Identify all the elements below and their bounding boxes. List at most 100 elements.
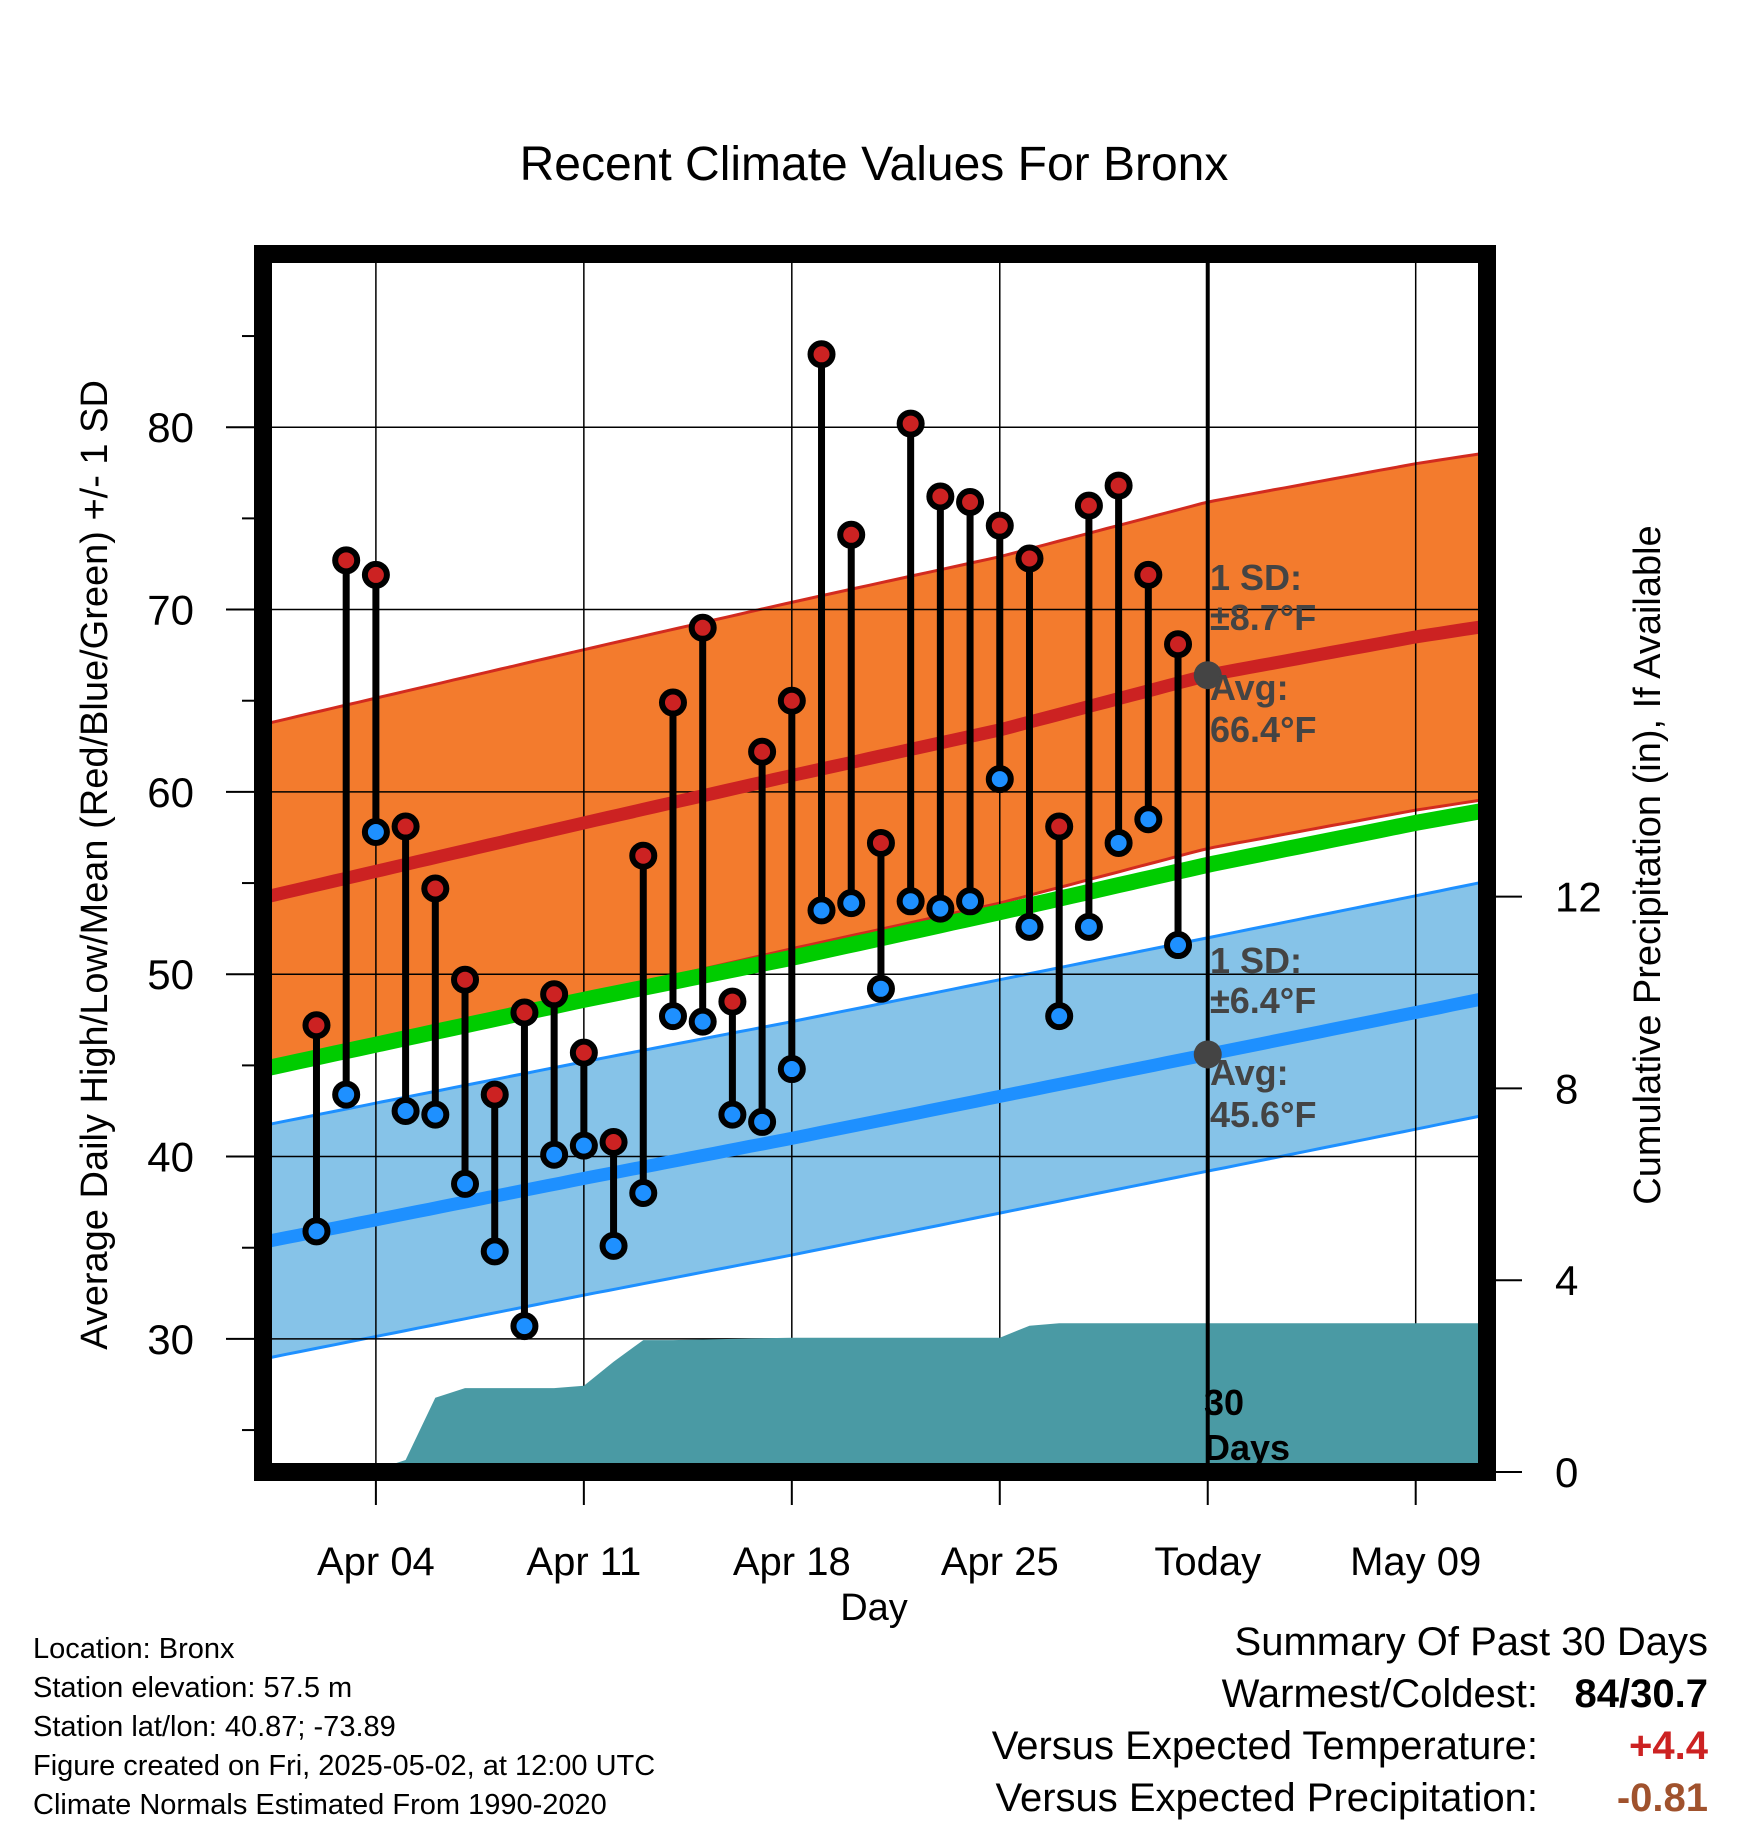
normal-high-line xyxy=(263,619,1487,904)
y-tick-label: 50 xyxy=(147,951,194,998)
y2-tick-label: 8 xyxy=(1555,1065,1578,1112)
observed-high-point xyxy=(1074,491,1103,520)
observed-low-point xyxy=(926,894,955,923)
y2-axis-label: Cumulative Precipitation (in), If Availa… xyxy=(1627,525,1669,1204)
observed-low-point xyxy=(451,1169,480,1198)
period-label: 30 Days xyxy=(1204,1382,1290,1468)
observed-low-point xyxy=(1074,912,1103,941)
period-number: 30 xyxy=(1204,1382,1244,1423)
normals-text: Climate Normals Estimated From 1990-2020 xyxy=(33,1789,607,1821)
summary-temp-anomaly: Versus Expected Temperature: +4.4 xyxy=(992,1724,1708,1769)
observed-high-point xyxy=(510,998,539,1027)
observed-low-point xyxy=(777,1055,806,1084)
temp-anomaly-value: +4.4 xyxy=(1629,1724,1708,1768)
observed-low-point xyxy=(510,1312,539,1341)
x-tick-label: Today xyxy=(1154,1540,1261,1584)
observed-high-point xyxy=(1104,471,1133,500)
observed-low-point xyxy=(629,1179,658,1208)
y-tick-label: 70 xyxy=(147,587,194,634)
observed-high-point xyxy=(391,812,420,841)
x-axis-label: Day xyxy=(840,1587,908,1629)
observed-low-point xyxy=(1164,931,1193,960)
observed-low-point xyxy=(540,1140,569,1169)
observed-low-point xyxy=(421,1100,450,1129)
observed-high-point xyxy=(807,340,836,369)
observed-low-point xyxy=(985,765,1014,794)
y-axis: 30 40 50 60 70 80 xyxy=(147,335,254,1432)
observed-high-point xyxy=(421,874,450,903)
temp-anomaly-label: Versus Expected Temperature: xyxy=(991,1724,1538,1768)
observed-high-point xyxy=(361,560,390,589)
observed-high-point xyxy=(629,841,658,870)
location-text: Location: Bronx xyxy=(33,1633,235,1665)
high-avg-today-marker xyxy=(1193,661,1222,690)
observed-high-point xyxy=(599,1127,628,1156)
plot-frame xyxy=(254,245,1496,1481)
y2-tick-label: 4 xyxy=(1555,1257,1578,1304)
precip-anomaly-value: -0.81 xyxy=(1616,1776,1708,1820)
observed-low-point xyxy=(391,1096,420,1125)
observed-high-point xyxy=(480,1080,509,1109)
observed-high-point xyxy=(1015,544,1044,573)
y-tick-label: 60 xyxy=(147,769,194,816)
observed-high-point xyxy=(1134,560,1163,589)
x-tick-label: Apr 25 xyxy=(941,1540,1059,1584)
low-sd-value: ±6.4°F xyxy=(1210,980,1316,1021)
observed-low-point xyxy=(361,818,390,847)
observed-low-point xyxy=(688,1007,717,1036)
observed-low-point xyxy=(569,1131,598,1160)
y2-axis: 0 4 8 12 xyxy=(1496,874,1602,1496)
observed-high-point xyxy=(1045,812,1074,841)
x-tick-label: Apr 11 xyxy=(526,1540,641,1584)
y-tick-label: 30 xyxy=(147,1316,194,1363)
observed-low-point xyxy=(866,974,895,1003)
warmest-coldest-value: 84/30.7 xyxy=(1574,1672,1708,1716)
y-axis-label: Average Daily High/Low/Mean (Red/Blue/Gr… xyxy=(74,380,116,1350)
summary-warmest-coldest: Warmest/Coldest: 84/30.7 xyxy=(1222,1672,1708,1717)
low-avg-label: Avg: xyxy=(1210,1052,1289,1093)
observed-low-point xyxy=(1045,1002,1074,1031)
observed-high-point xyxy=(777,686,806,715)
observed-low-point xyxy=(480,1237,509,1266)
y-tick-label: 80 xyxy=(147,404,194,451)
low-sd-label: 1 SD: xyxy=(1210,940,1302,981)
observed-high-point xyxy=(688,613,717,642)
observed-low-point xyxy=(837,889,866,918)
high-sd-value: ±8.7°F xyxy=(1210,597,1316,638)
summary-precip-anomaly: Versus Expected Precipitation: -0.81 xyxy=(995,1776,1708,1821)
observed-high-point xyxy=(866,828,895,857)
observed-high-point xyxy=(451,965,480,994)
x-tick-label: Apr 18 xyxy=(733,1540,851,1584)
observed-high-point xyxy=(332,546,361,575)
observed-low-point xyxy=(599,1231,628,1260)
observed-low-point xyxy=(807,896,836,925)
x-axis: Apr 04 Apr 11 Apr 18 Apr 25 Today May 09 xyxy=(317,1481,1481,1584)
observed-low-point xyxy=(748,1107,777,1136)
high-band-upper-edge xyxy=(263,451,1487,726)
precip-anomaly-label: Versus Expected Precipitation: xyxy=(995,1776,1538,1820)
high-avg-value: 66.4°F xyxy=(1210,709,1316,750)
observed-low-point xyxy=(896,887,925,916)
high-avg-label: Avg: xyxy=(1210,667,1289,708)
warmest-coldest-label: Warmest/Coldest: xyxy=(1221,1672,1538,1716)
observed-low-point xyxy=(332,1080,361,1109)
normal-low-line xyxy=(263,991,1487,1249)
x-tick-label: May 09 xyxy=(1350,1540,1481,1584)
observed-low-point xyxy=(1104,828,1133,857)
low-avg-today-marker xyxy=(1193,1040,1222,1069)
plot-area xyxy=(263,254,1487,1472)
period-unit: Days xyxy=(1204,1427,1290,1468)
created-text: Figure created on Fri, 2025-05-02, at 12… xyxy=(33,1750,656,1782)
observed-high-point xyxy=(540,980,569,1009)
y2-tick-label: 12 xyxy=(1555,874,1602,921)
observed-high-point xyxy=(896,409,925,438)
observed-high-point xyxy=(718,987,747,1016)
observed-high-point xyxy=(748,737,777,766)
observed-low-point xyxy=(1134,805,1163,834)
observed-low-point xyxy=(956,887,985,916)
chart-title: Recent Climate Values For Bronx xyxy=(520,138,1229,191)
observed-high-point xyxy=(658,688,687,717)
x-tick-label: Apr 04 xyxy=(317,1540,435,1584)
observed-low-point xyxy=(658,1002,687,1031)
